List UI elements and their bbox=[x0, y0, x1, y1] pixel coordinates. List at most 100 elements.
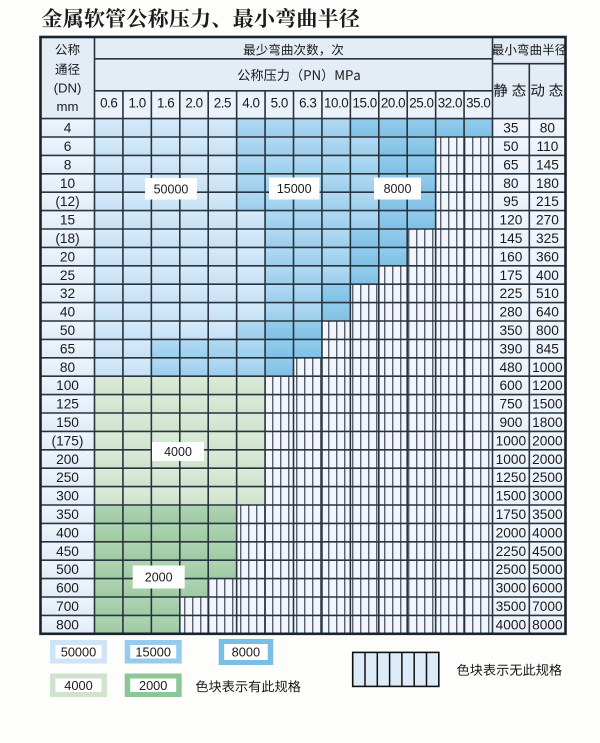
svg-text:600: 600 bbox=[56, 581, 79, 596]
svg-text:2500: 2500 bbox=[496, 562, 527, 577]
svg-text:800: 800 bbox=[536, 323, 559, 338]
svg-text:(18): (18) bbox=[55, 231, 79, 246]
svg-text:4000: 4000 bbox=[164, 445, 192, 459]
svg-text:4000: 4000 bbox=[64, 678, 92, 693]
svg-text:8000: 8000 bbox=[384, 182, 412, 196]
svg-text:750: 750 bbox=[499, 397, 522, 412]
svg-text:510: 510 bbox=[536, 286, 559, 301]
svg-text:32.0: 32.0 bbox=[438, 96, 462, 111]
svg-text:20: 20 bbox=[60, 249, 76, 264]
svg-text:4: 4 bbox=[64, 121, 72, 136]
svg-text:2000: 2000 bbox=[532, 433, 563, 448]
svg-text:5000: 5000 bbox=[532, 562, 563, 577]
svg-text:145: 145 bbox=[536, 157, 559, 172]
svg-text:1000: 1000 bbox=[532, 360, 563, 375]
svg-text:270: 270 bbox=[536, 213, 559, 228]
svg-text:215: 215 bbox=[536, 194, 559, 209]
svg-text:1500: 1500 bbox=[496, 489, 527, 504]
svg-text:400: 400 bbox=[56, 525, 79, 540]
svg-text:8000: 8000 bbox=[232, 645, 260, 660]
svg-text:10: 10 bbox=[60, 176, 76, 191]
svg-text:900: 900 bbox=[499, 415, 522, 430]
svg-text:10.0: 10.0 bbox=[324, 96, 348, 111]
svg-text:300: 300 bbox=[56, 489, 79, 504]
svg-text:50: 50 bbox=[503, 139, 519, 154]
svg-text:350: 350 bbox=[499, 323, 522, 338]
svg-text:25.0: 25.0 bbox=[409, 96, 433, 111]
svg-text:2000: 2000 bbox=[496, 525, 527, 540]
svg-text:5.0: 5.0 bbox=[271, 96, 288, 111]
svg-text:145: 145 bbox=[499, 231, 522, 246]
svg-text:160: 160 bbox=[499, 249, 522, 264]
svg-text:4000: 4000 bbox=[532, 525, 563, 540]
svg-text:450: 450 bbox=[56, 544, 79, 559]
svg-text:1800: 1800 bbox=[532, 415, 563, 430]
svg-text:4.0: 4.0 bbox=[242, 96, 259, 111]
svg-text:3000: 3000 bbox=[532, 489, 563, 504]
svg-text:8: 8 bbox=[64, 157, 72, 172]
svg-text:50000: 50000 bbox=[61, 644, 97, 659]
svg-text:3000: 3000 bbox=[496, 581, 527, 596]
svg-text:280: 280 bbox=[499, 305, 522, 320]
svg-text:2000: 2000 bbox=[145, 571, 173, 585]
svg-text:(175): (175) bbox=[52, 433, 84, 448]
svg-text:15000: 15000 bbox=[135, 644, 171, 659]
svg-text:600: 600 bbox=[499, 378, 522, 393]
svg-text:15000: 15000 bbox=[277, 182, 312, 196]
svg-text:325: 325 bbox=[536, 231, 559, 246]
svg-text:40: 40 bbox=[60, 305, 76, 320]
svg-text:35.0: 35.0 bbox=[466, 96, 490, 111]
svg-text:50: 50 bbox=[60, 323, 76, 338]
svg-text:2000: 2000 bbox=[532, 452, 563, 467]
svg-text:0.6: 0.6 bbox=[100, 96, 117, 111]
svg-text:6000: 6000 bbox=[532, 581, 563, 596]
svg-text:(12): (12) bbox=[55, 194, 79, 209]
svg-text:700: 700 bbox=[56, 599, 79, 614]
svg-text:100: 100 bbox=[56, 378, 79, 393]
svg-text:32: 32 bbox=[60, 286, 75, 301]
svg-text:180: 180 bbox=[536, 176, 559, 191]
svg-text:845: 845 bbox=[536, 341, 559, 356]
svg-text:360: 360 bbox=[536, 249, 559, 264]
svg-text:8000: 8000 bbox=[532, 617, 563, 632]
svg-text:1200: 1200 bbox=[532, 378, 563, 393]
svg-text:15: 15 bbox=[60, 213, 76, 228]
svg-text:1.0: 1.0 bbox=[128, 96, 145, 111]
svg-text:95: 95 bbox=[503, 194, 519, 209]
svg-text:65: 65 bbox=[503, 157, 519, 172]
svg-text:2250: 2250 bbox=[496, 544, 527, 559]
svg-text:150: 150 bbox=[56, 415, 79, 430]
svg-text:640: 640 bbox=[536, 305, 559, 320]
svg-text:4500: 4500 bbox=[532, 544, 563, 559]
svg-text:6.3: 6.3 bbox=[299, 96, 316, 111]
svg-text:2.0: 2.0 bbox=[185, 96, 202, 111]
svg-text:125: 125 bbox=[56, 397, 79, 412]
svg-text:4000: 4000 bbox=[496, 617, 527, 632]
svg-text:400: 400 bbox=[536, 268, 559, 283]
svg-text:25: 25 bbox=[60, 268, 76, 283]
svg-text:2500: 2500 bbox=[532, 470, 563, 485]
svg-text:390: 390 bbox=[499, 341, 522, 356]
svg-text:mm: mm bbox=[57, 99, 79, 114]
svg-text:(DN): (DN) bbox=[54, 80, 82, 95]
svg-text:65: 65 bbox=[60, 341, 76, 356]
svg-text:2.5: 2.5 bbox=[214, 96, 231, 111]
svg-text:80: 80 bbox=[503, 176, 519, 191]
svg-text:250: 250 bbox=[56, 470, 79, 485]
svg-text:1000: 1000 bbox=[496, 433, 527, 448]
svg-text:120: 120 bbox=[499, 213, 522, 228]
svg-text:480: 480 bbox=[499, 360, 522, 375]
svg-text:20.0: 20.0 bbox=[381, 96, 405, 111]
svg-text:15.0: 15.0 bbox=[352, 96, 376, 111]
svg-text:35: 35 bbox=[503, 121, 519, 136]
svg-text:1.6: 1.6 bbox=[157, 96, 174, 111]
svg-text:3500: 3500 bbox=[496, 599, 527, 614]
svg-text:2000: 2000 bbox=[139, 678, 167, 693]
svg-text:350: 350 bbox=[56, 507, 79, 522]
svg-text:80: 80 bbox=[540, 121, 556, 136]
svg-text:3500: 3500 bbox=[532, 507, 563, 522]
svg-text:6: 6 bbox=[64, 139, 72, 154]
svg-text:1250: 1250 bbox=[496, 470, 527, 485]
svg-text:200: 200 bbox=[56, 452, 79, 467]
svg-text:175: 175 bbox=[499, 268, 522, 283]
